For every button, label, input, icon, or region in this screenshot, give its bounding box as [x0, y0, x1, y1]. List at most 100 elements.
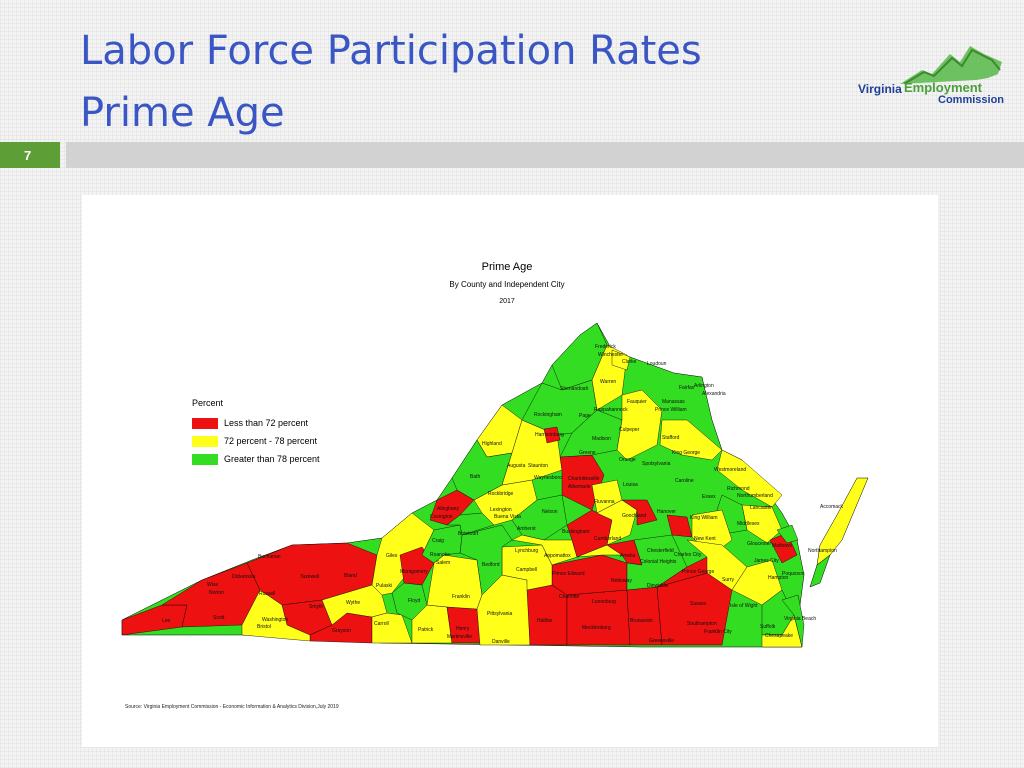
label-mathews: Mathews [772, 543, 793, 549]
title-line-2: Prime Age [80, 90, 285, 136]
label-buchanan: Buchanan [258, 554, 281, 560]
label-lynchburg: Lynchburg [515, 548, 538, 554]
label-craig: Craig [432, 538, 444, 544]
label-shenandoah: Shenandoah [560, 386, 589, 392]
label-westmoreland: Westmoreland [714, 467, 746, 473]
label-salem: Salem [436, 560, 450, 566]
label-warren: Warren [600, 379, 616, 385]
label-dinwiddie: Dinwiddie [647, 583, 669, 589]
label-hampton: Hampton [768, 575, 789, 581]
label-buckingham: Buckingham [562, 529, 590, 535]
label-chesapeake: Chesapeake [765, 633, 793, 639]
logo-word-virginia: Virginia [858, 82, 902, 96]
label-madison: Madison [592, 436, 611, 442]
map-legend: Percent Less than 72 percent 72 percent … [192, 398, 320, 468]
label-isle-of-wight: Isle of Wight [730, 603, 758, 609]
label-pulaski: Pulaski [376, 583, 392, 589]
county-northampton [809, 554, 831, 588]
label-tazewell: Tazewell [300, 574, 319, 580]
label-orange: Orange [619, 457, 636, 463]
county-bedford [459, 524, 513, 596]
map-subtitle: By County and Independent City [449, 280, 565, 289]
label-rockingham: Rockingham [534, 412, 562, 418]
map-title: Prime Age [481, 261, 533, 273]
label-lunenburg: Lunenburg [592, 599, 616, 605]
label-franklin-city: Franklin City [704, 629, 732, 635]
label-fluvanna: Fluvanna [594, 499, 615, 505]
label-virginia-beach: Virginia Beach [784, 616, 816, 622]
label-highland: Highland [482, 441, 502, 447]
label-smyth: Smyth [309, 604, 323, 610]
label-hanover: Hanover [657, 509, 676, 515]
map-year: 2017 [499, 298, 515, 305]
label-brunswick: Brunswick [630, 618, 653, 624]
label-henry: Henry [456, 626, 470, 632]
label-suffolk: Suffolk [760, 624, 776, 630]
label-halifax: Halifax [537, 618, 553, 624]
label-northampton: Northampton [808, 548, 837, 554]
label-arlington: Arlington [694, 383, 714, 389]
label-montgomery: Montgomery [400, 569, 428, 575]
label-james-city: James City [754, 558, 779, 564]
label-pittsylvania: Pittsylvania [487, 611, 513, 617]
label-prince-edward: Prince Edward [552, 571, 585, 577]
label-king-george: King George [672, 450, 700, 456]
label-franklin: Franklin [452, 594, 470, 600]
label-lexington: Lexington [490, 507, 512, 513]
label-lee: Lee [162, 618, 171, 624]
county-harrisonburg [543, 426, 561, 444]
county-mathews [776, 524, 799, 544]
label-accomack: Accomack [820, 504, 844, 510]
label-giles: Giles [386, 553, 398, 559]
label-bland: Bland [344, 573, 357, 579]
legend-label-low: Less than 72 percent [224, 418, 309, 428]
label-botetourt: Botetourt [458, 531, 479, 537]
label-dickenson: Dickenson [232, 574, 256, 580]
label-fairfax: Fairfax [679, 385, 695, 391]
label-new-kent: New Kent [694, 536, 716, 542]
logo-word-employment: Employment [904, 80, 983, 95]
slide-number: 7 [0, 142, 60, 168]
label-carroll: Carroll [374, 621, 389, 627]
label-bedford: Bedford [482, 562, 500, 568]
label-wythe: Wythe [346, 600, 360, 606]
label-nelson: Nelson [542, 509, 558, 515]
label-prince-george: Prince George [682, 569, 714, 575]
label-stafford: Stafford [662, 435, 680, 441]
label-danville: Danville [492, 639, 510, 645]
label-washington: Washington [262, 617, 288, 623]
label-harrisonburg: Harrisonburg [535, 432, 564, 438]
label-northumberland: Northumberland [737, 493, 773, 499]
label-augusta: Augusta [507, 463, 526, 469]
county-dinwiddie [626, 534, 688, 591]
label-frederick: Frederick [595, 344, 616, 350]
mountain-logo-icon [900, 46, 1002, 84]
legend-title: Percent [192, 398, 224, 408]
label-caroline: Caroline [675, 478, 694, 484]
legend-swatch-green [192, 453, 218, 465]
label-nottoway: Nottoway [611, 578, 632, 584]
label-staunton: Staunton [528, 463, 548, 469]
virginia-county-map: Frederick Winchester Clarke Loudoun Warr… [121, 322, 869, 648]
label-appomattox: Appomattox [544, 553, 571, 559]
label-martinsville: Martinsville [447, 634, 472, 640]
label-charlottesville: Charlottesville [568, 476, 600, 482]
label-buena-vista: Buena Vista [494, 514, 521, 520]
county-carroll [371, 612, 413, 644]
legend-item-high: Greater than 78 percent [192, 450, 320, 468]
label-rappahannock: Rappahannock [594, 407, 628, 413]
label-colonial-heights: Colonial Heights [640, 559, 677, 565]
label-goochland: Goochland [622, 513, 646, 519]
label-page: Page [579, 413, 591, 419]
label-russell: Russell [259, 591, 275, 597]
label-bristol: Bristol [257, 624, 271, 630]
label-lancaster: Lancaster [750, 505, 772, 511]
label-winchester: Winchester [598, 352, 623, 358]
label-floyd: Floyd [408, 598, 420, 604]
title-line-1: Labor Force Participation Rates [80, 28, 702, 74]
label-wise: Wise [207, 582, 218, 588]
label-campbell: Campbell [516, 567, 537, 573]
label-charles-city: Charles City [674, 552, 702, 558]
label-middlesex: Middlesex [737, 521, 760, 527]
label-waynesboro: Waynesboro [534, 475, 562, 481]
